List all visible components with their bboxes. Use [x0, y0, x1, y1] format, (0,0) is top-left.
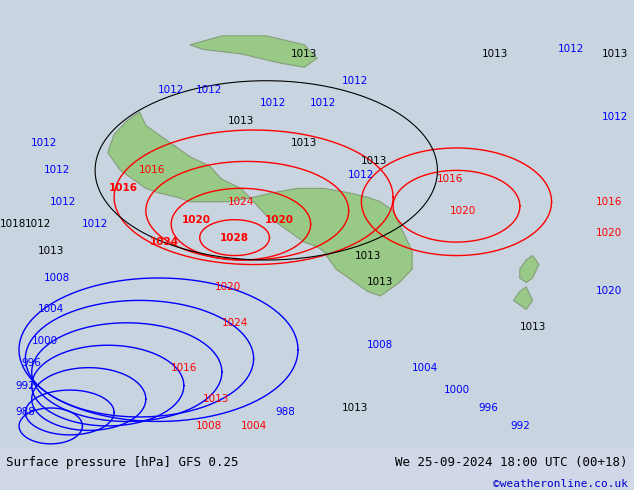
Text: 988: 988: [15, 408, 36, 417]
Text: 1008: 1008: [196, 421, 223, 431]
Text: 1016: 1016: [139, 165, 165, 175]
Text: 992: 992: [15, 381, 36, 391]
Polygon shape: [108, 112, 412, 296]
Text: 1012: 1012: [25, 219, 51, 229]
Text: 1013: 1013: [481, 49, 508, 59]
Text: 1020: 1020: [595, 287, 622, 296]
Text: 1012: 1012: [31, 139, 58, 148]
Text: 1020: 1020: [215, 282, 242, 292]
Text: 1000: 1000: [31, 336, 58, 346]
Text: 996: 996: [22, 358, 42, 368]
Text: 992: 992: [510, 421, 530, 431]
Text: 1018: 1018: [0, 219, 27, 229]
Text: 1024: 1024: [228, 197, 254, 207]
Text: 1013: 1013: [291, 139, 318, 148]
Text: 996: 996: [478, 403, 498, 413]
Text: 1013: 1013: [519, 322, 546, 332]
Text: 1012: 1012: [44, 165, 70, 175]
Text: 1013: 1013: [367, 277, 394, 288]
Text: We 25-09-2024 18:00 UTC (00+18): We 25-09-2024 18:00 UTC (00+18): [395, 456, 628, 469]
Text: 1013: 1013: [202, 394, 229, 404]
Text: 1013: 1013: [37, 246, 64, 256]
Text: 1012: 1012: [82, 219, 108, 229]
Text: 1020: 1020: [595, 228, 622, 238]
Text: ©weatheronline.co.uk: ©weatheronline.co.uk: [493, 479, 628, 489]
Polygon shape: [514, 287, 533, 309]
Text: 1016: 1016: [171, 363, 197, 373]
Text: 1013: 1013: [354, 250, 381, 261]
Text: 1004: 1004: [37, 304, 64, 315]
Text: Surface pressure [hPa] GFS 0.25: Surface pressure [hPa] GFS 0.25: [6, 456, 239, 469]
Text: 1012: 1012: [342, 75, 368, 86]
Text: 1028: 1028: [220, 233, 249, 243]
Text: 1004: 1004: [411, 363, 438, 373]
Text: 1013: 1013: [228, 116, 254, 126]
Text: 1012: 1012: [259, 98, 286, 108]
Text: 988: 988: [275, 408, 295, 417]
Text: 1012: 1012: [348, 170, 375, 180]
Text: 1016: 1016: [437, 174, 463, 184]
Text: 1008: 1008: [44, 273, 70, 283]
Text: 1012: 1012: [602, 112, 628, 122]
Text: 1008: 1008: [367, 340, 394, 350]
Text: 1012: 1012: [557, 44, 584, 54]
Text: 1016: 1016: [109, 183, 138, 194]
Text: 1024: 1024: [150, 237, 179, 247]
FancyBboxPatch shape: [0, 0, 634, 448]
Text: 1016: 1016: [595, 197, 622, 207]
Text: 1013: 1013: [342, 403, 368, 413]
Polygon shape: [520, 256, 539, 282]
Text: 1013: 1013: [291, 49, 318, 59]
Polygon shape: [190, 36, 317, 67]
Text: 1012: 1012: [310, 98, 337, 108]
Text: 1020: 1020: [450, 206, 476, 216]
Text: 1024: 1024: [221, 318, 248, 328]
Text: 1020: 1020: [182, 215, 211, 225]
Text: 1013: 1013: [602, 49, 628, 59]
Text: 1004: 1004: [240, 421, 267, 431]
Text: 1012: 1012: [158, 85, 184, 95]
Text: 1020: 1020: [264, 215, 294, 225]
Text: 1000: 1000: [443, 385, 470, 395]
Text: 1012: 1012: [196, 85, 223, 95]
Text: 1012: 1012: [50, 197, 77, 207]
Text: 1013: 1013: [361, 156, 387, 167]
